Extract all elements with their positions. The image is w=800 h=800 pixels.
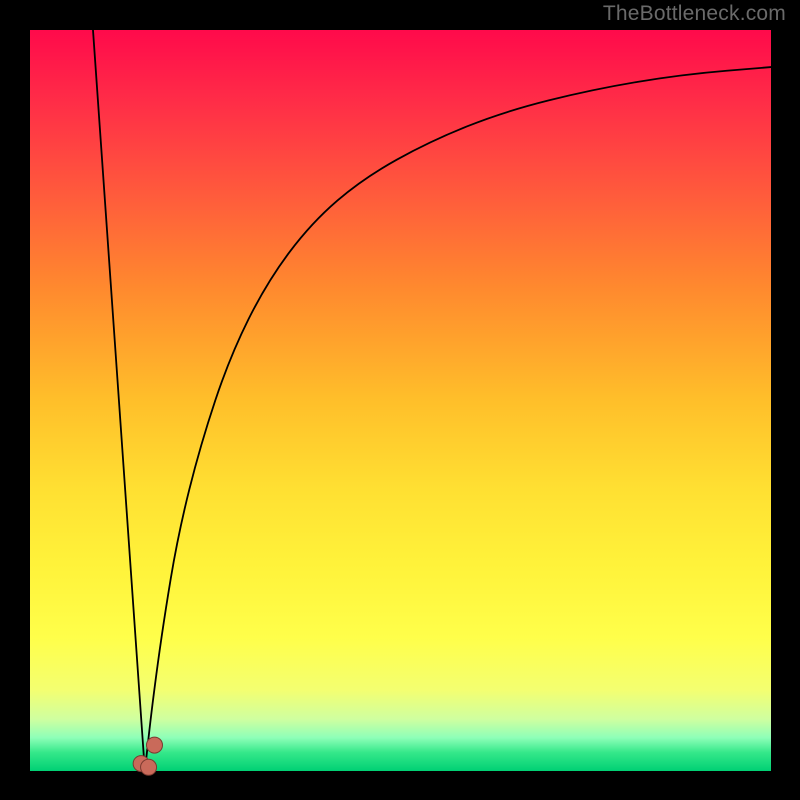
data-marker (146, 737, 162, 753)
chart-container: TheBottleneck.com (0, 0, 800, 800)
watermark-text: TheBottleneck.com (603, 2, 786, 26)
bottleneck-chart (0, 0, 800, 800)
gradient-background (30, 30, 771, 771)
data-marker (141, 759, 157, 775)
